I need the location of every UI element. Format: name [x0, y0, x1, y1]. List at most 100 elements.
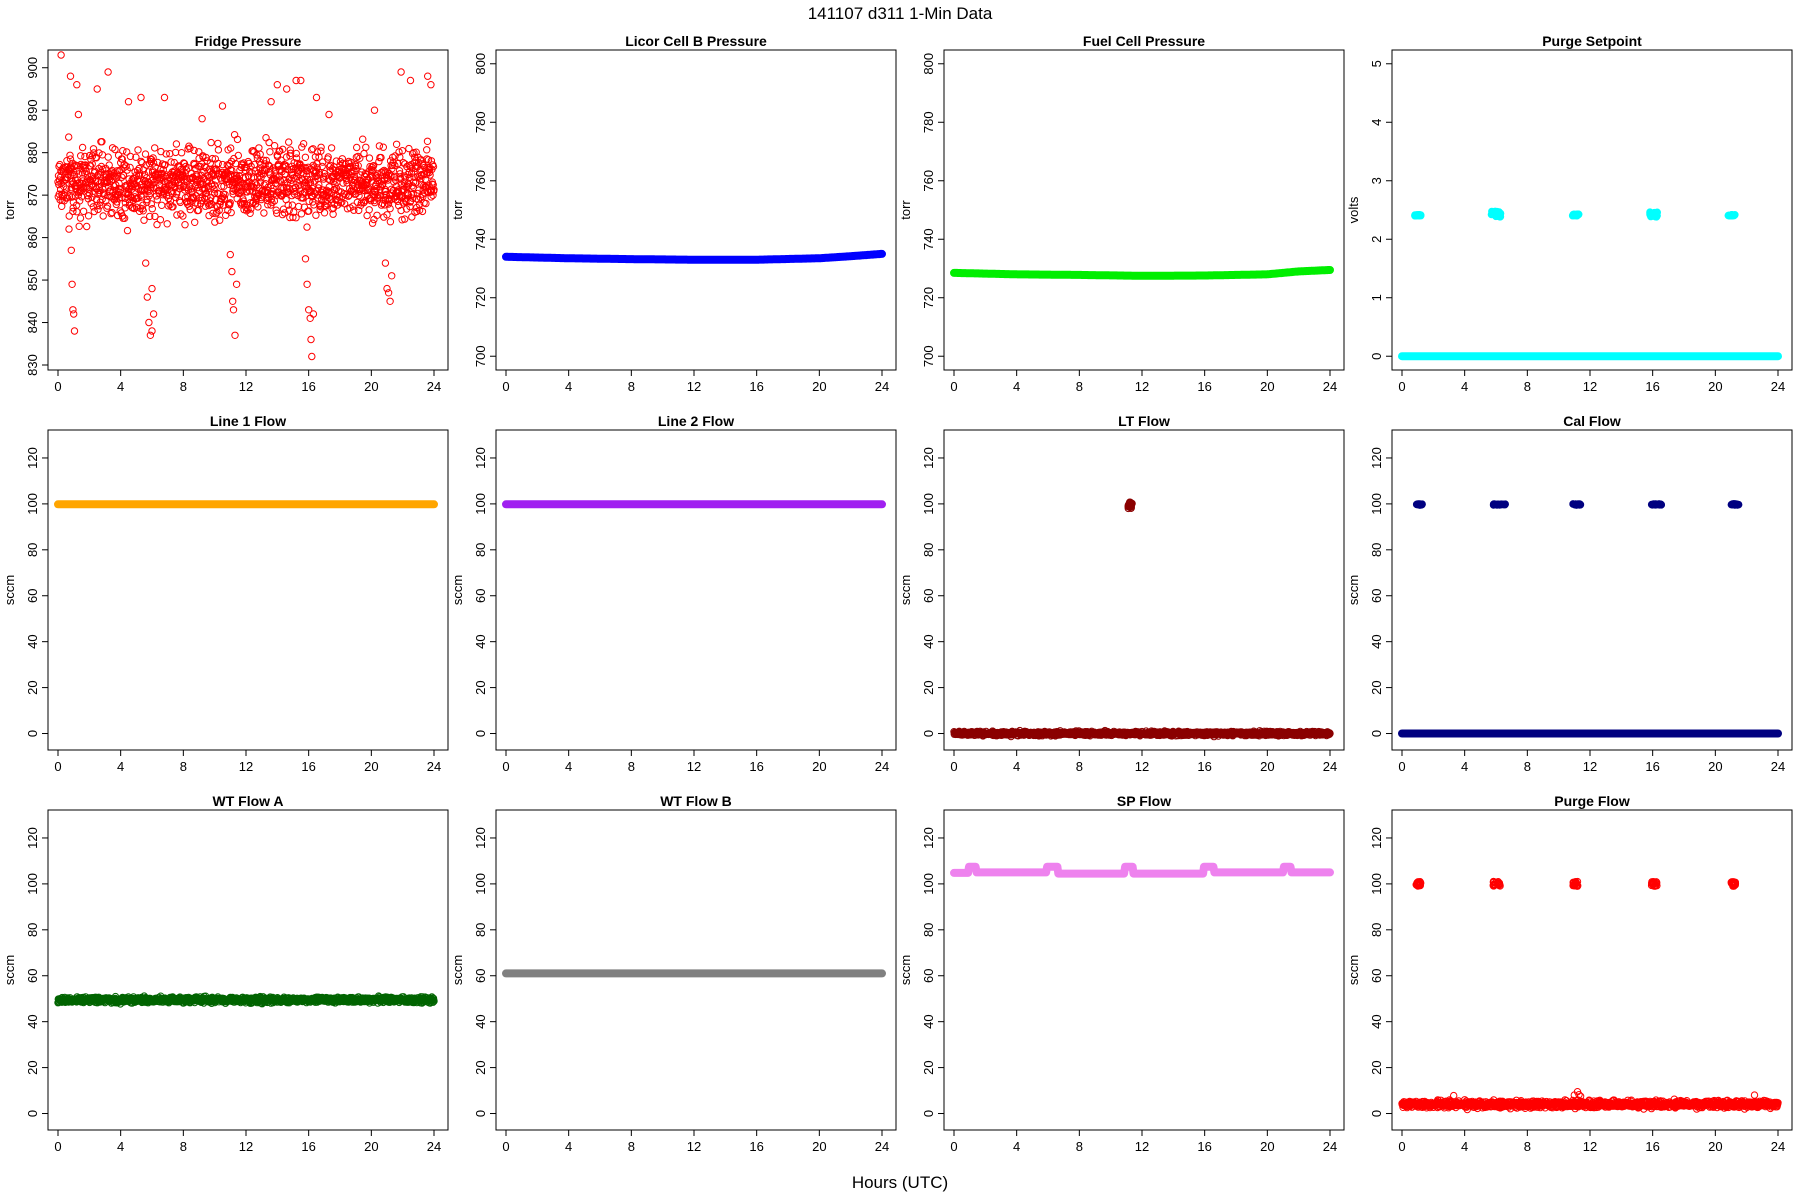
- outlier-point: [67, 246, 76, 255]
- data-point: [146, 189, 154, 198]
- cluster-point: [1489, 500, 1498, 508]
- data-point: [126, 163, 134, 172]
- data-point: [361, 196, 370, 205]
- x-tick-label: 8: [1524, 379, 1531, 394]
- plot-frame: [943, 429, 1345, 751]
- data-point: [77, 183, 86, 192]
- y-tick-label: 900: [25, 57, 40, 79]
- outlier-point: [137, 93, 145, 102]
- x-tick-label: 12: [239, 1139, 253, 1154]
- data-point: [1326, 729, 1334, 738]
- data-point: [179, 212, 187, 220]
- x-tick-label: 8: [1076, 759, 1083, 774]
- data-point: [278, 210, 287, 219]
- data-point: [82, 167, 90, 176]
- x-tick-label: 24: [1323, 379, 1337, 394]
- data-point: [96, 202, 104, 210]
- data-point: [249, 147, 257, 155]
- x-tick-label: 24: [1771, 379, 1785, 394]
- data-point: [186, 205, 194, 214]
- data-point: [429, 191, 437, 200]
- data-point: [365, 184, 373, 192]
- data-point: [120, 214, 129, 223]
- data-point: [314, 194, 322, 202]
- outlier-point: [307, 335, 315, 344]
- x-tick-label: 8: [628, 1139, 635, 1154]
- panel-title: Fuel Cell Pressure: [1083, 33, 1205, 49]
- data-point: [313, 148, 322, 156]
- data-point: [113, 167, 121, 175]
- y-tick-label: 780: [921, 111, 936, 133]
- data-point: [214, 159, 222, 168]
- outlier-point: [388, 272, 396, 280]
- x-axis: 0 4 8 12 16 20 24: [502, 370, 889, 394]
- outlier-point: [148, 327, 156, 335]
- x-tick-label: 8: [628, 379, 635, 394]
- data-point: [69, 207, 77, 216]
- data-point: [270, 142, 279, 150]
- data-point: [158, 201, 166, 210]
- x-tick-label: 20: [812, 1139, 826, 1154]
- data-point: [183, 197, 191, 206]
- y-tick-label: 100: [473, 493, 488, 515]
- data-point: [414, 196, 422, 204]
- data-point: [68, 193, 76, 201]
- x-tick-label: 8: [628, 759, 635, 774]
- y-tick-label: 5: [1369, 60, 1384, 67]
- data-point: [350, 206, 358, 214]
- data-point: [423, 146, 431, 154]
- x-tick-label: 12: [1135, 759, 1149, 774]
- x-tick-label: 0: [54, 379, 61, 394]
- data-point: [396, 153, 404, 161]
- x-tick-label: 24: [427, 1139, 441, 1154]
- data-point: [175, 181, 183, 189]
- outlier-point: [231, 331, 239, 339]
- data-point: [429, 162, 438, 171]
- panel-title: Purge Setpoint: [1542, 33, 1642, 49]
- x-tick-label: 8: [180, 759, 187, 774]
- x-tick-label: 12: [1583, 759, 1597, 774]
- data-point: [402, 197, 410, 205]
- data-point: [138, 159, 146, 167]
- data-point: [181, 169, 189, 178]
- x-tick-label: 0: [502, 1139, 509, 1154]
- data-point: [244, 205, 252, 214]
- data-point: [357, 199, 366, 207]
- y-tick-label: 4: [1369, 119, 1384, 126]
- data-point: [239, 174, 248, 182]
- data-point: [365, 154, 374, 162]
- data-point: [146, 212, 154, 221]
- data-point: [62, 185, 71, 193]
- data-series: [1398, 207, 1782, 361]
- data-point: [312, 211, 320, 219]
- data-point: [226, 199, 234, 207]
- cluster-point: [1495, 209, 1504, 217]
- data-point: [141, 150, 150, 158]
- data-point: [303, 223, 311, 231]
- x-tick-label: 16: [749, 1139, 763, 1154]
- outlier-point: [68, 280, 76, 288]
- data-point: [233, 135, 242, 144]
- x-tick-label: 20: [1260, 759, 1274, 774]
- data-point: [415, 186, 423, 194]
- x-tick-label: 16: [301, 379, 315, 394]
- data-point: [104, 153, 112, 161]
- data-point: [90, 207, 99, 216]
- x-tick-label: 16: [1197, 759, 1211, 774]
- data-point: [66, 151, 74, 160]
- data-point: [317, 143, 325, 152]
- cluster-point: [1125, 500, 1133, 509]
- data-point: [143, 195, 151, 204]
- data-point: [227, 208, 235, 217]
- data-point: [286, 146, 294, 154]
- x-tick-label: 0: [502, 759, 509, 774]
